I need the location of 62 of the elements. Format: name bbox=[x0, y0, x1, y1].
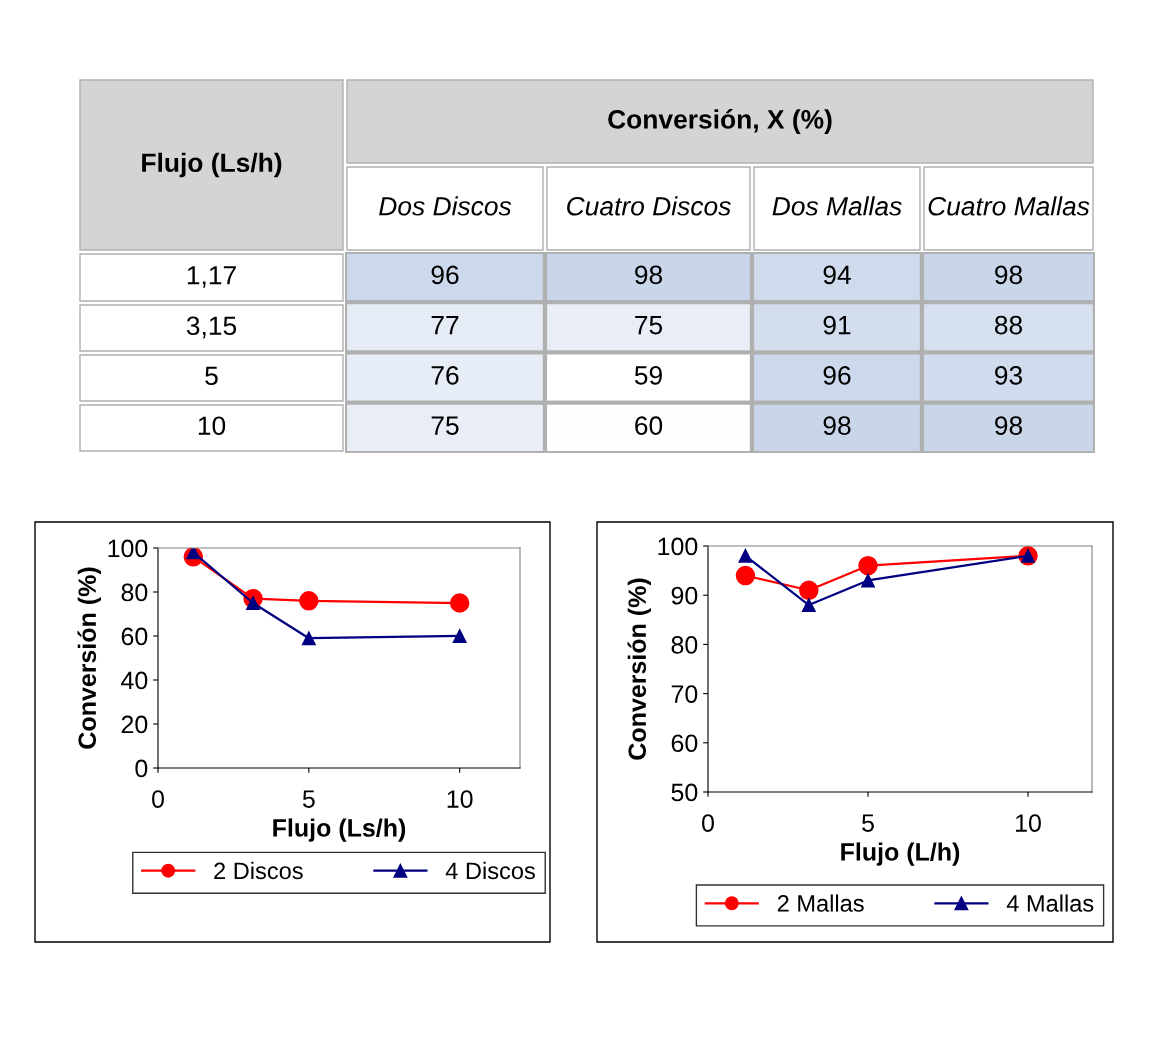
legend-label: 2 Mallas bbox=[777, 894, 864, 912]
data-label: 59 bbox=[634, 366, 662, 385]
data-label: 94 bbox=[823, 265, 851, 285]
x-tick-label: Cuatro Mallas bbox=[928, 196, 1090, 216]
x-tick-label: Cuatro Discos bbox=[567, 196, 731, 216]
y-tick-label: 60 bbox=[121, 627, 148, 646]
x-tick-label: 5 bbox=[302, 790, 315, 808]
point bbox=[858, 555, 878, 576]
point bbox=[799, 580, 819, 601]
legend-label: 2 Discos bbox=[214, 861, 303, 880]
legend-label: 4 Mallas bbox=[1006, 894, 1094, 912]
y-tick-label: 100 bbox=[108, 539, 148, 558]
data-label: 75 bbox=[431, 416, 459, 435]
x-tick-label: 10 bbox=[447, 790, 473, 808]
x-tick-label: 0 bbox=[702, 814, 714, 832]
y-axis-title: Flujo (Ls/h) bbox=[142, 152, 282, 178]
data-label: 96 bbox=[431, 265, 459, 285]
y-tick-label: 10 bbox=[198, 416, 226, 436]
x-tick-label: 0 bbox=[152, 790, 164, 808]
point bbox=[301, 631, 316, 646]
x-axis-title: Flujo (L/h) bbox=[841, 842, 960, 866]
x-tick-label: Dos Mallas bbox=[772, 196, 902, 216]
y-tick-label: 1,17 bbox=[187, 266, 236, 288]
y-tick-label: 90 bbox=[671, 586, 698, 605]
data-label: 98 bbox=[995, 416, 1023, 435]
y-tick-label: 50 bbox=[671, 783, 698, 802]
data-label: 77 bbox=[431, 316, 459, 335]
data-label: 98 bbox=[823, 416, 851, 435]
data-label: 88 bbox=[994, 315, 1023, 335]
point bbox=[735, 565, 756, 586]
y-tick-label: 100 bbox=[658, 537, 698, 556]
point bbox=[738, 548, 753, 563]
point bbox=[299, 591, 319, 611]
data-label: 96 bbox=[823, 366, 851, 385]
data-label: 60 bbox=[635, 416, 663, 435]
y-tick-label: 40 bbox=[121, 671, 148, 690]
y-axis-title: Conversión (%) bbox=[627, 578, 652, 760]
point bbox=[801, 598, 816, 612]
point bbox=[861, 573, 875, 588]
y-tick-label: 0 bbox=[135, 759, 148, 778]
y-tick-label: 60 bbox=[671, 734, 698, 753]
chart-title: Conversión, X (%) bbox=[608, 109, 832, 134]
y-tick-label: 80 bbox=[121, 583, 148, 602]
data-label: 76 bbox=[431, 366, 459, 385]
y-tick-label: 80 bbox=[671, 636, 698, 654]
data-label: 98 bbox=[635, 265, 663, 285]
x-axis-title: Flujo (Ls/h) bbox=[273, 818, 406, 842]
y-tick-label: 70 bbox=[671, 685, 698, 703]
x-tick-label: 5 bbox=[862, 814, 874, 832]
point bbox=[449, 593, 470, 613]
data-label: 98 bbox=[995, 265, 1023, 285]
point bbox=[452, 629, 467, 643]
y-tick-label: 20 bbox=[121, 715, 148, 734]
x-tick-label: Dos Discos bbox=[379, 196, 512, 216]
x-tick-label: 10 bbox=[1016, 814, 1041, 832]
y-tick-label: 3,15 bbox=[186, 316, 237, 339]
y-tick-label: 5 bbox=[205, 366, 218, 386]
data-label: 93 bbox=[995, 366, 1023, 385]
y-axis-title: Conversión (%) bbox=[77, 567, 102, 749]
legend-label: 4 Discos bbox=[445, 861, 535, 880]
data-label: 91 bbox=[823, 315, 851, 335]
data-label: 75 bbox=[635, 316, 663, 335]
